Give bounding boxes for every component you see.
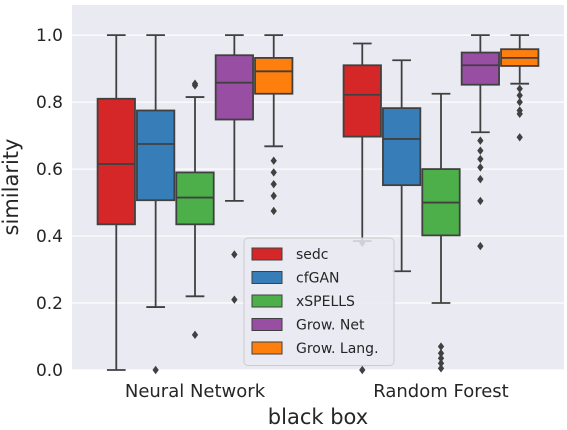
y-axis-title: similarity [0,139,23,236]
outlier-point [437,349,445,358]
box-sedc-0 [96,34,136,371]
outlier-point [270,156,277,165]
y-tick-label: 0.8 [36,93,63,113]
box-iqr [254,57,294,95]
outlier-point [270,191,277,201]
outlier-point [477,154,484,164]
y-tick-label: 0.0 [36,361,63,381]
outlier-point [516,109,523,119]
legend-swatch [251,318,283,331]
outlier-point [270,179,277,189]
legend-swatch [251,271,283,284]
legend-swatch [251,247,283,261]
box-iqr [136,109,176,202]
legend-frame [243,237,395,366]
box-grow-lang--0 [254,34,294,216]
outlier-point [437,364,445,373]
box-xspells-0 [175,79,215,340]
legend-label: Grow. Lang. [296,341,379,357]
outlier-point [516,97,523,107]
outlier-point [191,330,199,340]
box-xspells-1 [421,92,461,373]
outlier-point [437,359,445,368]
outlier-point [231,295,238,304]
outlier-point [477,196,484,206]
y-tick-label: 0.4 [36,227,63,247]
outlier-point [359,365,366,375]
outlier-point [516,133,523,142]
x-tick-label: Random Forest [373,381,508,402]
box-cfgan-1 [382,59,422,273]
box-grow-net-0 [214,34,254,304]
outlier-point [477,174,484,184]
outlier-point [516,91,523,100]
legend: sedc cfGAN xSPELLS Grow. Net Grow. Lang. [243,237,395,366]
outlier-point [191,79,199,88]
y-tick-label: 0.2 [36,294,63,314]
box-iqr [342,64,382,138]
legend-swatch [251,294,283,308]
outlier-point [477,146,484,155]
outlier-point [516,84,523,93]
y-tick-labels: 0.0 0.2 0.4 0.6 0.8 1.0 [36,26,63,381]
legend-label: cfGAN [296,271,340,287]
outlier-point [477,136,484,145]
y-tick-label: 0.6 [36,160,63,180]
legend-label: xSPELLS [296,294,355,310]
box-iqr [214,54,254,121]
box-iqr [460,51,500,86]
y-tick-label: 1.0 [36,26,63,46]
outlier-point [231,250,238,259]
outlier-point [270,206,277,216]
x-axis-title: black box [268,405,368,429]
outlier-point [437,354,445,363]
outlier-point [270,168,277,177]
boxes [96,34,540,375]
box-iqr [96,97,136,226]
outlier-point [152,365,159,375]
box-grow-net-1 [460,34,500,251]
legend-label: sedc [296,247,329,263]
box-grow-lang--1 [500,34,540,142]
legend-swatch [251,341,283,355]
box-cfgan-0 [136,34,176,375]
legend-label: Grow. Net [296,318,365,334]
box-iqr [382,107,422,187]
outlier-point [437,342,445,351]
outlier-point [477,163,484,172]
x-tick-label: Neural Network [125,381,266,402]
x-tick-labels: Neural Network Random Forest [125,381,509,402]
outlier-point [477,241,484,251]
